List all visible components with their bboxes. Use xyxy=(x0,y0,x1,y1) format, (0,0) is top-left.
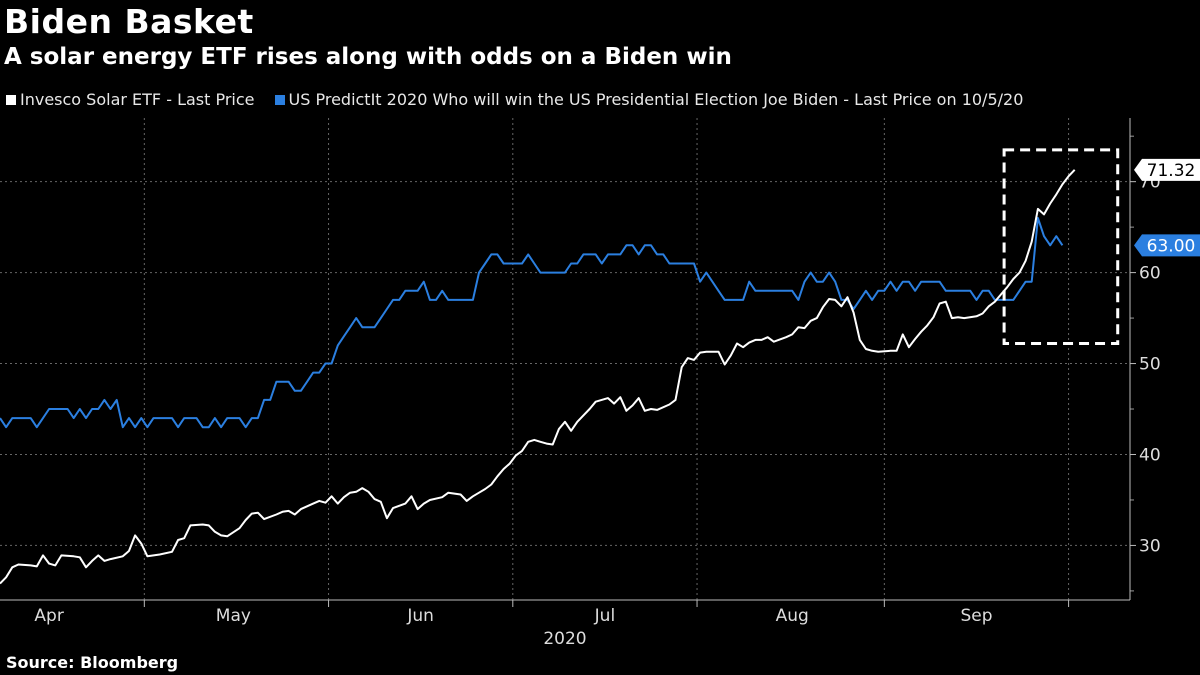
series-lines xyxy=(0,169,1076,585)
y-tick-label: 50 xyxy=(1139,355,1161,375)
legend-item-predictit: US PredictIt 2020 Who will win the US Pr… xyxy=(274,90,1024,109)
predictit-last-value-tag: 63.00 xyxy=(1134,234,1200,257)
etf-last-value-tag-label: 71.32 xyxy=(1147,161,1196,181)
y-tick-label: 40 xyxy=(1139,445,1161,465)
predictit-line xyxy=(0,217,1064,429)
predictit-last-value-tag-label: 63.00 xyxy=(1147,236,1196,256)
etf-last-value-tag-shape xyxy=(1134,158,1200,181)
x-tick-label: Apr xyxy=(34,606,63,626)
predictit-last-value-tag-shape xyxy=(1134,234,1200,257)
y-tick-label: 60 xyxy=(1139,264,1161,284)
annotations: 71.32 63.00 xyxy=(1002,148,1200,346)
legend-item-etf: Invesco Solar ETF - Last Price xyxy=(6,90,255,109)
highlight-box xyxy=(1002,148,1120,346)
legend-label-predictit: US PredictIt 2020 Who will win the US Pr… xyxy=(288,90,1024,109)
legend-swatch-etf xyxy=(6,94,16,105)
legend: Invesco Solar ETF - Last Price US Predic… xyxy=(6,90,1023,109)
x-axis-year-label: 2020 xyxy=(543,629,586,649)
x-tick-label: Sep xyxy=(960,606,992,626)
x-tick-label: Aug xyxy=(776,606,809,626)
legend-swatch-predictit xyxy=(274,94,285,105)
x-tick-label: Jul xyxy=(594,606,616,626)
legend-label-etf: Invesco Solar ETF - Last Price xyxy=(20,90,255,109)
grid xyxy=(0,118,1130,600)
x-tick-label: May xyxy=(216,606,251,626)
y-tick-label: 30 xyxy=(1139,536,1161,556)
etf-line xyxy=(0,169,1076,585)
x-tick-label: Jun xyxy=(406,606,434,626)
etf-last-value-tag: 71.32 xyxy=(1134,158,1200,181)
chart-subtitle: A solar energy ETF rises along with odds… xyxy=(4,44,732,70)
chart-title: Biden Basket xyxy=(4,2,254,41)
source-note: Source: Bloomberg xyxy=(6,653,179,672)
